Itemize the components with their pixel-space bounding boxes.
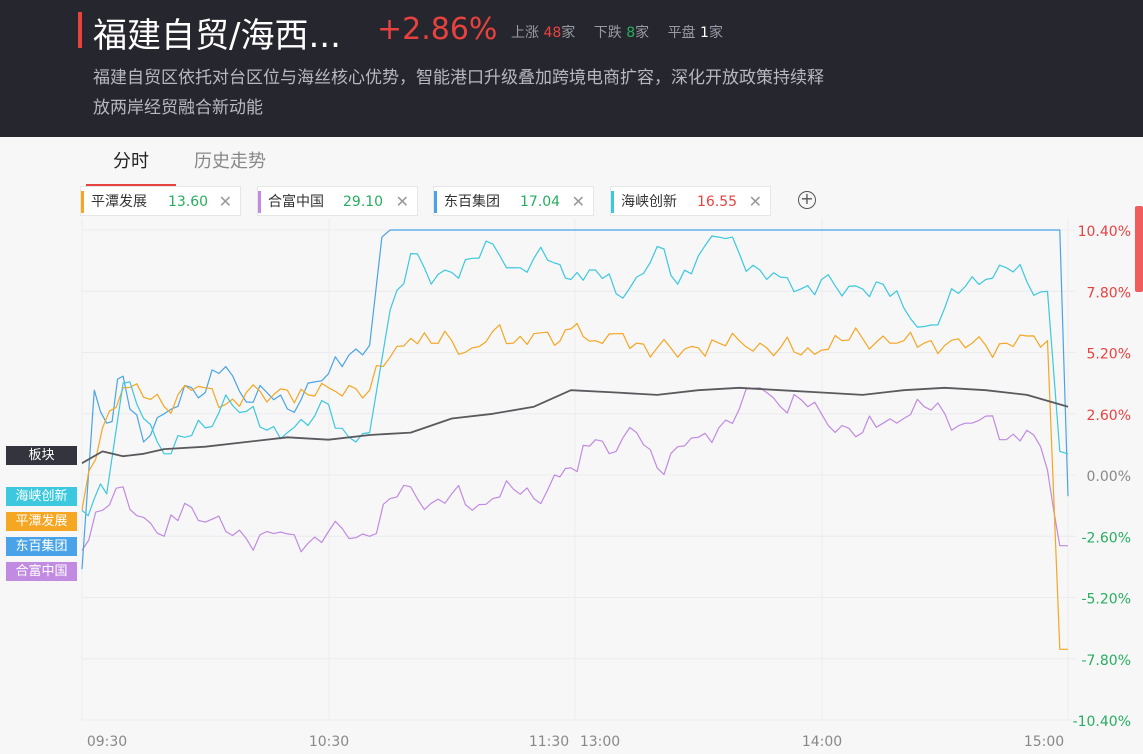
chip-value: 13.60	[168, 194, 209, 210]
stat-flat: 平盘 1家	[668, 25, 723, 41]
series-line-2	[81, 322, 1068, 650]
description-line-2: 放两岸经贸融合新动能	[93, 98, 263, 118]
x-tick-label: 15:00	[1024, 734, 1064, 750]
chip-color-bar	[81, 191, 84, 213]
close-icon[interactable]: ✕	[571, 192, 585, 211]
legend-tag-sector: 板块	[6, 446, 77, 465]
chip-name: 海峡创新	[621, 194, 677, 210]
tab-intraday[interactable]: 分时	[86, 142, 176, 186]
chip-haixia[interactable]: 海峡创新 16.55 ✕	[610, 186, 771, 216]
close-icon[interactable]: ✕	[395, 192, 409, 211]
y-tick-label: 2.60%	[1087, 408, 1131, 424]
header-panel: 福建自贸/海西... +2.86% 上涨 48家 下跌 8家 平盘 1家 福建自…	[0, 0, 1143, 137]
chip-name: 东百集团	[444, 194, 500, 210]
x-tick-label: 13:00	[580, 734, 620, 750]
breadth-stats: 上涨 48家 下跌 8家 平盘 1家	[511, 22, 737, 42]
series-line-4	[81, 387, 1068, 553]
description-line-1: 福建自贸区依托对台区位与海丝核心优势，智能港口升级叠加跨境电商扩容，深化开放政策…	[93, 68, 824, 88]
close-icon[interactable]: ✕	[748, 192, 762, 211]
y-tick-label: -2.60%	[1081, 530, 1131, 546]
chip-value: 16.55	[697, 194, 738, 210]
series-line-1	[81, 235, 1069, 517]
x-tick-label: 09:30	[87, 734, 127, 750]
stat-down-count: 8	[626, 25, 636, 41]
chip-color-bar	[611, 191, 614, 213]
stat-down-label: 下跌	[593, 25, 622, 41]
y-tick-label: 10.40%	[1078, 224, 1131, 240]
stat-up: 上涨 48家	[511, 25, 575, 41]
y-tick-label: 7.80%	[1087, 285, 1131, 301]
sector-change-percent: +2.86%	[377, 12, 498, 47]
legend-tag-dongbai: 东百集团	[6, 537, 77, 556]
scroll-indicator[interactable]	[1135, 206, 1143, 292]
stat-up-label: 上涨	[511, 25, 539, 41]
legend-tag-haixia: 海峡创新	[6, 487, 77, 506]
title-accent-bar	[78, 12, 82, 48]
x-tick-label: 14:00	[802, 734, 842, 750]
sector-description: 福建自贸区依托对台区位与海丝核心优势，智能港口升级叠加跨境电商扩容，深化开放政策…	[93, 63, 863, 123]
stat-up-count: 48	[543, 25, 562, 41]
chip-value: 17.04	[520, 194, 561, 210]
y-tick-label: -7.80%	[1081, 653, 1131, 669]
tab-history[interactable]: 历史走势	[194, 151, 266, 172]
stat-down-unit: 家	[635, 25, 650, 41]
chip-color-bar	[258, 191, 261, 213]
y-tick-label: -5.20%	[1081, 592, 1131, 608]
series-line-3	[81, 229, 1069, 570]
chip-value: 29.10	[343, 194, 384, 210]
legend-tag-hefu: 合富中国	[6, 562, 77, 581]
series-line-0	[81, 386, 1069, 464]
chip-hefu[interactable]: 合富中国 29.10 ✕	[257, 186, 418, 216]
y-tick-label: 5.20%	[1087, 347, 1131, 363]
stat-flat-unit: 家	[708, 25, 723, 41]
close-icon[interactable]: ✕	[218, 192, 232, 211]
chip-dongbai[interactable]: 东百集团 17.04 ✕	[433, 186, 594, 216]
stat-down: 下跌 8家	[594, 25, 649, 41]
sector-title: 福建自贸/海西...	[93, 16, 341, 56]
chip-name: 平潭发展	[91, 194, 147, 210]
stat-flat-count: 1	[700, 25, 709, 41]
y-tick-label: -10.40%	[1073, 714, 1131, 730]
x-tick-label: 10:30	[309, 734, 349, 750]
add-stock-plus-icon[interactable]: +	[798, 191, 816, 209]
legend-tag-pingtan: 平潭发展	[6, 512, 77, 531]
chip-name: 合富中国	[268, 194, 324, 210]
stat-flat-label: 平盘	[667, 25, 696, 41]
y-tick-label: 0.00%	[1087, 469, 1131, 485]
x-tick-label: 11:30	[529, 734, 569, 750]
chip-pingtan[interactable]: 平潭发展 13.60 ✕	[80, 186, 241, 216]
chip-color-bar	[434, 191, 437, 213]
stat-up-unit: 家	[561, 25, 576, 41]
